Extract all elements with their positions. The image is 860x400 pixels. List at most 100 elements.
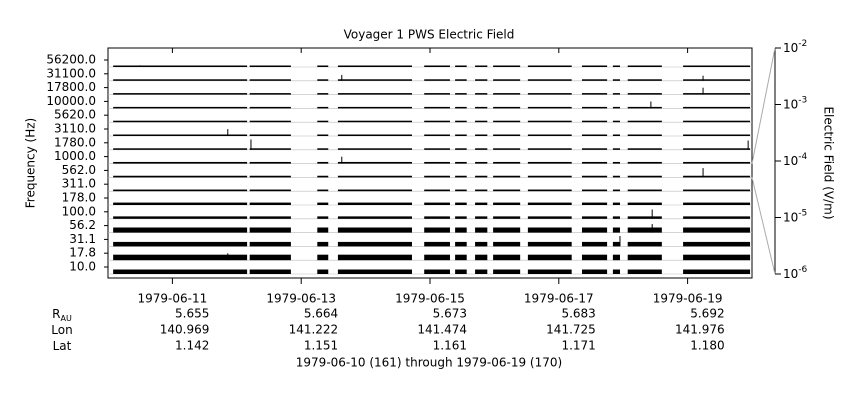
channel-band [337,269,412,274]
channel-band [424,93,450,95]
ephemeris-value: 1.161 [433,339,467,353]
channel-band [475,106,488,109]
channel-band [249,65,291,67]
channel-band [337,106,412,109]
channel-band [455,227,467,233]
channel-band [683,161,751,164]
channel-band [581,120,608,123]
channel-band [455,79,467,81]
channel-band [493,241,521,247]
channel-band [475,269,488,274]
channel-band [581,161,608,164]
channel-band [627,241,662,247]
channel-band [424,216,450,219]
y2-tick-exp: -4 [798,152,807,162]
channel-band [317,93,329,95]
channel-band [424,202,450,205]
chart-title: Voyager 1 PWS Electric Field [344,28,515,42]
y2-tick-base: 10 [783,210,798,224]
channel-band [317,254,329,261]
channel-band [527,106,572,109]
channel-band [424,189,450,192]
ephemeris-value: 5.692 [690,307,724,321]
ephemeris-value: 141.222 [289,323,339,337]
y-tick-label: 1000.0 [54,149,96,163]
channel-band [337,202,412,205]
x-tick-label: 1979-06-19 [653,292,723,306]
y2-tick-label: 10-3 [783,95,807,111]
channel-band [424,134,450,136]
x-tick-label: 1979-06-13 [266,292,336,306]
channel-band [249,189,291,192]
channel-band [455,148,467,150]
channel-band [424,65,450,67]
channel-band [455,189,467,192]
channel-band [337,175,412,178]
channel-band [317,79,329,81]
zoom-connector [751,47,776,164]
channel-band [581,216,608,219]
channel-band [475,216,488,219]
channel-band [113,65,248,67]
channel-band [581,269,608,274]
channel-band [424,175,450,178]
channel-band [455,134,467,136]
channel-band [317,202,329,205]
channel-band [527,93,572,95]
channel-band [455,65,467,67]
channel-band [455,216,467,219]
y2-tick-label: 10-6 [783,265,808,281]
y-tick-label: 31.1 [69,232,96,246]
channel-band [475,120,488,123]
channel-band [527,120,572,123]
channel-band [113,202,248,205]
channel-band [337,79,412,81]
channel-band [527,254,572,261]
ephemeris-label: RAU [52,307,72,323]
channel-band [424,120,450,123]
channel-band [627,227,662,233]
channel-band [455,175,467,178]
channel-band [627,202,662,205]
channel-band [612,254,620,261]
y2-tick-exp: -5 [798,208,807,218]
y-tick-label: 17800.0 [46,80,96,94]
channel-band [627,269,662,274]
channel-band [249,161,291,164]
channel-band [612,120,620,123]
ephemeris-label: Lat [53,339,72,353]
x-tick-label: 1979-06-17 [524,292,594,306]
channel-band [317,65,329,67]
channel-band [683,93,751,95]
channel-band [424,79,450,81]
channel-band [527,189,572,192]
channel-band [337,65,412,67]
channel-band [527,161,572,164]
channel-band [475,202,488,205]
channel-band [317,241,329,247]
channel-band [455,106,467,109]
channel-band [317,148,329,150]
channel-band [455,269,467,274]
channel-band [581,65,608,67]
channel-band [683,65,751,67]
y-tick-label: 56.2 [69,218,96,232]
y-tick-label: 10.0 [69,260,96,274]
channel-band [475,241,488,247]
y2-tick-base: 10 [783,154,798,168]
channel-band [683,189,751,192]
channel-band [683,79,751,81]
y2-tick-base: 10 [783,97,798,111]
channel-band [527,227,572,233]
y-tick-label: 311.0 [62,177,96,191]
channel-band [249,202,291,205]
channel-band [493,134,521,136]
channel-band [424,254,450,261]
ephemeris-value: 141.725 [546,323,596,337]
channel-band [581,189,608,192]
channel-band [317,161,329,164]
channel-band [113,79,248,81]
channel-band [475,93,488,95]
ephemeris-label-text: Lat [53,339,72,353]
channel-band [249,227,291,233]
